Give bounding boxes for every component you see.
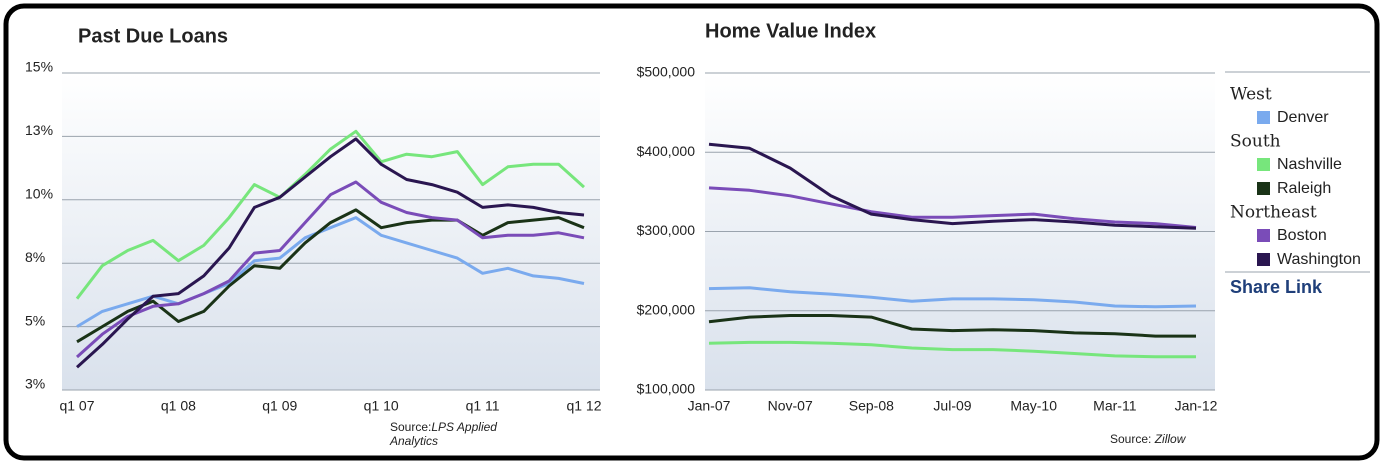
x-tick-label: q1 11 <box>466 398 500 414</box>
source-name: Zillow <box>1154 432 1187 446</box>
y-tick-label: 13% <box>25 122 53 138</box>
x-tick-label: q1 12 <box>566 398 601 414</box>
legend-label: Boston <box>1277 227 1327 244</box>
legend-label: Nashville <box>1277 156 1342 173</box>
x-tick-label: q1 07 <box>59 398 94 414</box>
x-tick-label: Mar-11 <box>1093 398 1137 414</box>
chart-title: Home Value Index <box>705 20 876 42</box>
y-tick-label: 8% <box>25 249 45 265</box>
series-line <box>76 216 585 328</box>
legend-swatch <box>1257 253 1270 266</box>
legend-group: West <box>1230 85 1272 105</box>
y-tick-label: 3% <box>25 376 45 392</box>
legend-label: Raleigh <box>1277 180 1331 197</box>
y-tick-label: 10% <box>25 186 53 202</box>
series-line <box>75 180 585 359</box>
legend-swatch <box>1257 111 1270 124</box>
y-tick-label: 15% <box>25 59 53 75</box>
plot-background <box>62 73 600 390</box>
legend-group: South <box>1230 132 1281 152</box>
series-line <box>75 137 585 369</box>
chart-title: Past Due Loans <box>78 25 228 47</box>
x-tick-label: q1 08 <box>161 398 196 414</box>
source-name: LPS Applied <box>431 420 497 434</box>
series-line <box>708 314 1196 338</box>
x-tick-label: Jan-12 <box>1175 398 1218 414</box>
series-line <box>708 286 1197 309</box>
legend-label: Washington <box>1277 251 1361 268</box>
x-tick-label: q1 10 <box>364 398 399 414</box>
y-tick-label: $100,000 <box>637 381 696 397</box>
x-tick-label: Nov-07 <box>768 398 813 414</box>
y-tick-label: $300,000 <box>637 222 696 238</box>
x-tick-label: Jan-07 <box>688 398 731 414</box>
share-link[interactable]: Share Link <box>1230 277 1323 297</box>
y-tick-label: $400,000 <box>637 143 696 159</box>
series-line <box>708 340 1196 359</box>
source-note: Source: Zillow <box>1110 432 1187 446</box>
legend-label: Denver <box>1277 109 1329 126</box>
charts: Past Due Loans 3% 5% 8% 10% 13% 15% q1 07 q1 08 q… <box>25 20 1370 448</box>
series-line <box>75 129 586 300</box>
y-tick-label: 5% <box>25 312 45 328</box>
y-tick-label: $200,000 <box>637 301 696 317</box>
x-tick-label: Sep-08 <box>849 398 894 414</box>
source-note: Source:LPS Applied <box>390 420 497 434</box>
x-tick-label: q1 09 <box>262 398 297 414</box>
x-tick-label: Jul-09 <box>933 398 971 414</box>
y-tick-label: $500,000 <box>637 64 696 80</box>
legend-swatch <box>1257 182 1270 195</box>
x-tick-label: May-10 <box>1010 398 1057 414</box>
legend-swatch <box>1257 229 1270 242</box>
series-line <box>76 208 585 344</box>
series-line <box>708 142 1197 230</box>
series-line <box>708 186 1197 229</box>
legend-swatch <box>1257 158 1270 171</box>
legend-group: Northeast <box>1230 203 1317 223</box>
source-name-continued: Analytics <box>389 434 438 448</box>
source-label: Source: <box>1110 432 1151 446</box>
source-label: Source: <box>390 420 431 434</box>
